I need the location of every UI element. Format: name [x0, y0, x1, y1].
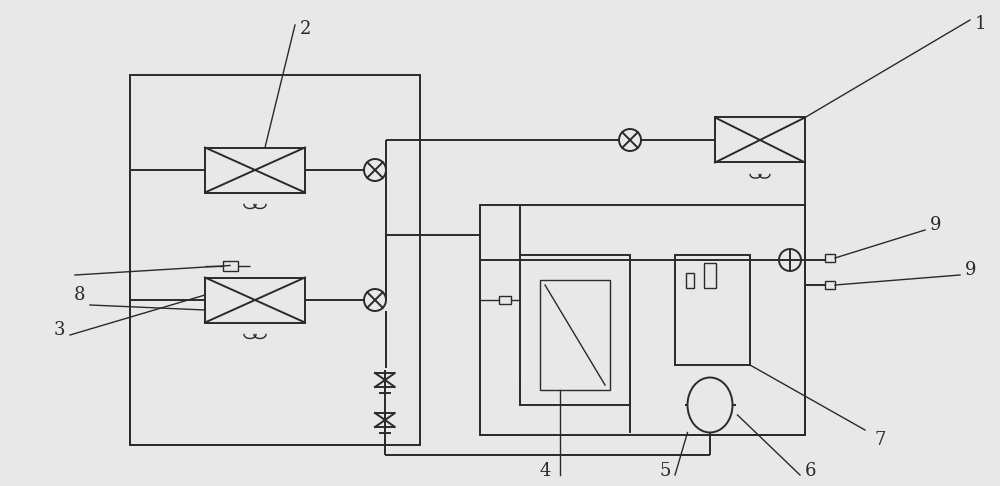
Bar — [205, 147, 305, 192]
Bar — [222, 260, 238, 271]
Text: 5: 5 — [659, 462, 671, 480]
Bar — [499, 296, 511, 304]
Circle shape — [779, 249, 801, 271]
Bar — [480, 205, 805, 435]
Text: 2: 2 — [300, 20, 311, 38]
Bar — [825, 281, 835, 289]
Text: 9: 9 — [965, 261, 976, 279]
Text: 3: 3 — [54, 321, 65, 339]
Bar — [540, 280, 610, 390]
Circle shape — [619, 129, 641, 151]
Bar — [675, 255, 750, 365]
Bar — [715, 118, 805, 162]
Text: 7: 7 — [875, 431, 886, 449]
Bar — [825, 254, 835, 262]
Circle shape — [364, 159, 386, 181]
Bar — [205, 278, 305, 323]
Ellipse shape — [688, 378, 732, 433]
Bar — [520, 255, 630, 405]
Text: 6: 6 — [804, 462, 816, 480]
Bar — [130, 75, 420, 445]
Text: 4: 4 — [539, 462, 551, 480]
Circle shape — [364, 289, 386, 311]
Text: 1: 1 — [975, 15, 986, 33]
Bar — [704, 262, 716, 288]
Text: 8: 8 — [74, 286, 85, 304]
Bar — [686, 273, 694, 288]
Text: 9: 9 — [930, 216, 942, 234]
